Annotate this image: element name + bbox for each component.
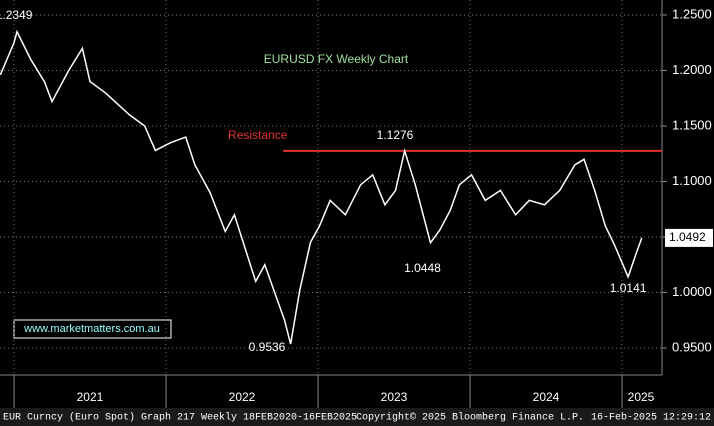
price-line xyxy=(0,29,643,345)
resistance-label: Resistance xyxy=(228,128,288,142)
footer-right: 16-Feb-2025 12:29:12 xyxy=(591,412,711,424)
chart-title: EURUSD FX Weekly Chart xyxy=(264,52,409,66)
y-tick-label: 1.2000 xyxy=(672,62,712,77)
price-annotation: 1.2349 xyxy=(0,8,33,22)
x-tick-label: 2021 xyxy=(77,390,104,404)
x-tick-label: 2023 xyxy=(381,390,408,404)
x-tick-label: 2025 xyxy=(628,390,655,404)
price-annotation: 0.9536 xyxy=(249,340,286,354)
y-tick-label: 0.9500 xyxy=(672,339,712,354)
price-annotation: 1.0448 xyxy=(404,261,441,275)
footer-center: Copyright© 2025 Bloomberg Finance L.P. xyxy=(356,412,584,424)
y-tick-label: 1.0000 xyxy=(672,284,712,299)
x-tick-label: 2022 xyxy=(229,390,256,404)
x-tick-label: 2024 xyxy=(533,390,560,404)
last-price: 1.0492 xyxy=(669,230,706,244)
last-price-box xyxy=(665,228,713,247)
y-tick-label: 1.2500 xyxy=(672,6,712,21)
footer-left: EUR Curncy (Euro Spot) Graph 217 Weekly … xyxy=(3,412,357,424)
price-annotation: 1.0141 xyxy=(610,281,647,295)
watermark: www.marketmatters.com.au xyxy=(23,323,160,335)
resistance-value: 1.1276 xyxy=(377,128,414,142)
y-tick-label: 1.1000 xyxy=(672,173,712,188)
footer-bar xyxy=(0,408,714,426)
y-tick-label: 1.1500 xyxy=(672,117,712,132)
